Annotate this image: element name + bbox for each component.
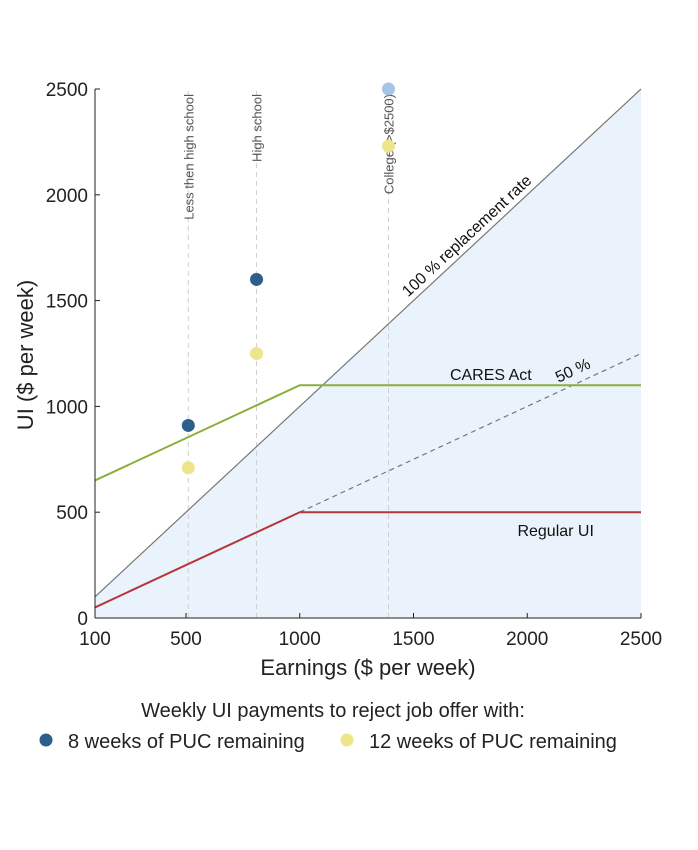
data-point-series-0-0 [181,418,195,432]
data-point-series-0-1 [250,272,264,286]
legend-label-0: 8 weeks of PUC remaining [68,731,305,753]
x-tick-label-5: 2500 [620,629,662,650]
y-tick-label-0: 0 [77,609,88,630]
legend-title: Weekly UI payments to reject job offer w… [141,700,525,722]
x-tick-label-4: 2000 [506,629,548,650]
data-point-series-2-0 [381,82,395,96]
x-tick-label-1: 500 [170,629,202,650]
regular-ui-line [94,511,641,609]
replacement-100-line [94,88,642,598]
legend-marker-1 [340,733,354,747]
y-tick-label-4: 2000 [46,186,88,207]
data-point-series-1-0 [181,461,195,475]
y-tick-label-1: 500 [56,503,88,524]
x-axis-title: Earnings ($ per week) [260,655,475,680]
education-label-1: High school [250,94,265,162]
y-tick-label-2: 1000 [46,397,88,418]
y-tick-label-3: 1500 [46,292,88,313]
x-tick-label-3: 1500 [392,629,434,650]
regular-ui-label: Regular UI [517,523,593,540]
data-point-series-1-1 [250,347,264,360]
legend: Weekly UI payments to reject job offer w… [39,700,617,753]
axes: Earnings ($ per week) UI ($ per week) 10… [13,80,662,680]
cares-act-label: CARES Act [450,367,532,384]
y-axis-title: UI ($ per week) [13,280,38,430]
x-tick-label-0: 100 [79,629,111,650]
legend-marker-0 [39,733,53,747]
data-point-series-1-2 [381,139,395,153]
x-tick-label-2: 1000 [279,629,321,650]
legend-label-1: 12 weeks of PUC remaining [369,731,617,753]
replacement-shaded-region [95,89,641,618]
education-label-0: Less then high school [181,94,196,220]
y-tick-label-5: 2500 [46,80,88,101]
cares-act-line [94,384,641,482]
